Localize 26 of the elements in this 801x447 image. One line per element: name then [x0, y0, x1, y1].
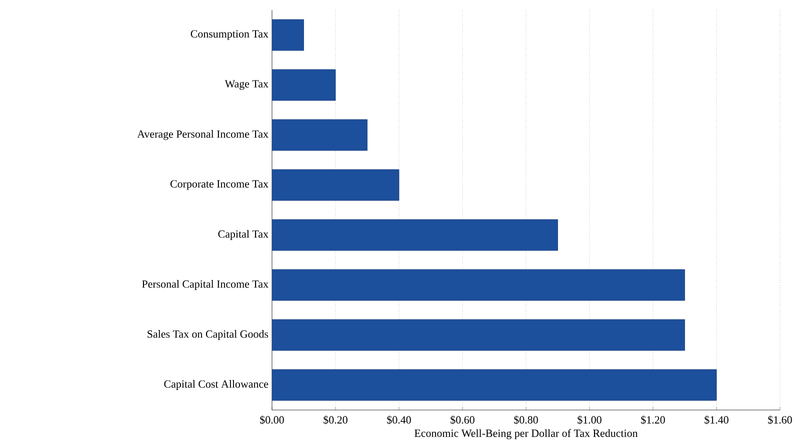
- x-tick-label: $0.00: [260, 416, 284, 424]
- x-tick-label: $1.60: [768, 416, 792, 424]
- bar: [272, 119, 368, 151]
- bar: [272, 219, 558, 251]
- x-tick-label: $1.40: [704, 416, 728, 424]
- bar: [272, 69, 336, 101]
- bar: [272, 169, 400, 201]
- x-tick-label: $0.40: [387, 416, 411, 424]
- bar: [272, 369, 717, 401]
- y-tick-label: Capital Cost Allowance: [164, 380, 268, 390]
- x-tick-label: $1.00: [578, 416, 602, 424]
- bar: [272, 269, 685, 301]
- x-tick-label: $0.60: [450, 416, 474, 424]
- bar: [272, 319, 685, 351]
- y-tick-label: Corporate Income Tax: [170, 180, 268, 190]
- y-tick-label: Average Personal Income Tax: [137, 130, 268, 140]
- x-tick-label: $0.20: [324, 416, 348, 424]
- bar: [272, 19, 304, 51]
- x-tick-label: $0.80: [514, 416, 538, 424]
- y-tick-label: Sales Tax on Capital Goods: [148, 330, 268, 340]
- x-tick-label: $1.20: [641, 416, 665, 424]
- x-axis-title: Economic Well-Being per Dollar of Tax Reduction: [414, 429, 638, 440]
- y-tick-label: Personal Capital Income Tax: [142, 280, 268, 290]
- y-tick-label: Capital Tax: [218, 230, 268, 240]
- y-tick-label: Consumption Tax: [190, 30, 268, 40]
- y-tick-label: Wage Tax: [224, 80, 268, 90]
